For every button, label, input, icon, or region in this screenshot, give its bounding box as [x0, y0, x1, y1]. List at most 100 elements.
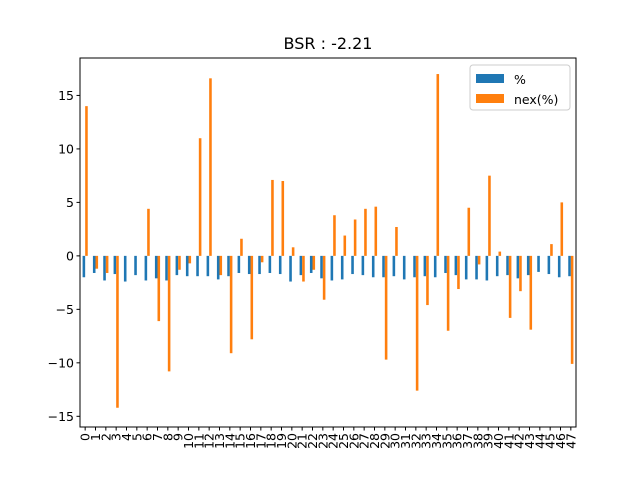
bar-nex-pct-30: [395, 226, 398, 256]
x-tick-label: 3: [109, 433, 124, 441]
bar-pct-9: [175, 255, 179, 276]
bar-pct-7: [154, 255, 158, 279]
y-tick-label: −10: [48, 355, 74, 370]
x-tick-label: 9: [171, 433, 186, 441]
bar-pct-13: [216, 255, 220, 280]
bar-pct-20: [289, 255, 292, 282]
y-tick-label: −15: [48, 409, 74, 424]
bar-nex-pct-40: [498, 251, 502, 256]
bar-pct-46: [557, 255, 561, 278]
bar-nex-pct-32: [415, 255, 419, 391]
bar-nex-pct-11: [198, 138, 202, 256]
y-tick-label: 0: [66, 248, 74, 263]
bar-pct-19: [278, 255, 282, 275]
bar-pct-40: [495, 255, 499, 277]
bar-nex-pct-41: [508, 255, 512, 318]
bar-nex-pct-37: [467, 207, 471, 256]
bar-nex-pct-28: [374, 206, 378, 256]
legend-label-pct: %: [514, 72, 526, 87]
bar-nex-pct-3: [116, 255, 119, 408]
bar-nex-pct-8: [167, 255, 171, 372]
x-tick-label: 31: [398, 433, 413, 449]
bar-nex-pct-18: [271, 179, 274, 256]
bar-pct-12: [206, 255, 210, 277]
chart-title: BSR : -2.21: [284, 34, 373, 53]
x-tick-label: 15: [233, 433, 248, 449]
bar-pct-35: [444, 255, 447, 273]
bar-nex-pct-15: [240, 238, 243, 256]
bar-pct-6: [144, 255, 148, 281]
bar-nex-pct-19: [281, 181, 285, 256]
bar-nex-pct-29: [384, 255, 388, 360]
bar-pct-21: [299, 255, 303, 276]
bar-nex-pct-24: [333, 215, 336, 256]
legend-swatch-pct: [476, 74, 504, 83]
x-tick-label: 0: [78, 433, 93, 441]
bar-nex-pct-42: [519, 255, 522, 292]
bar-nex-pct-13: [219, 255, 223, 276]
bar-pct-27: [361, 255, 365, 276]
bar-pct-17: [258, 255, 261, 275]
x-tick-label: 22: [305, 433, 320, 449]
x-tick-label: 20: [284, 433, 299, 449]
bars-layer: [82, 74, 574, 408]
x-tick-label: 42: [512, 433, 527, 449]
bar-pct-43: [526, 255, 530, 276]
x-tick-label: 30: [388, 433, 403, 449]
x-tick-label: 41: [501, 433, 516, 449]
bar-pct-18: [268, 255, 272, 273]
bar-nex-pct-27: [364, 208, 367, 256]
bar-pct-10: [185, 255, 189, 277]
bar-pct-26: [351, 255, 354, 275]
bar-pct-37: [464, 255, 468, 280]
bar-pct-16: [247, 255, 251, 275]
x-tick-label: 45: [543, 433, 558, 449]
bar-nex-pct-0: [85, 106, 88, 256]
bar-pct-3: [113, 255, 117, 275]
bar-nex-pct-21: [302, 255, 305, 282]
bar-pct-30: [392, 255, 396, 277]
y-tick-label: 5: [66, 195, 74, 210]
bar-pct-25: [340, 255, 344, 280]
x-tick-label: 39: [481, 433, 496, 449]
bar-pct-22: [309, 255, 313, 273]
bar-pct-8: [165, 255, 168, 281]
x-tick-label: 25: [336, 433, 351, 449]
bar-pct-45: [547, 255, 551, 275]
bar-nex-pct-33: [426, 255, 429, 306]
bar-nex-pct-22: [312, 255, 316, 270]
y-tick-label: 10: [58, 141, 74, 156]
bar-nex-pct-38: [477, 255, 481, 265]
bar-pct-5: [134, 255, 137, 276]
x-tick-label: 40: [491, 433, 506, 449]
x-tick-label: 6: [140, 433, 155, 441]
bar-nex-pct-34: [436, 74, 440, 256]
x-tick-label: 16: [243, 433, 258, 449]
bar-nex-pct-43: [529, 255, 533, 330]
bar-nex-pct-25: [343, 235, 347, 256]
bar-pct-41: [506, 255, 509, 276]
bar-pct-42: [516, 255, 520, 279]
x-tick-label: 19: [274, 433, 289, 449]
bar-nex-pct-7: [157, 255, 161, 322]
x-tick-label: 13: [212, 433, 227, 449]
bar-pct-31: [402, 255, 406, 280]
bar-pct-29: [382, 255, 385, 278]
x-tick-label: 17: [253, 433, 268, 449]
x-tick-label: 12: [202, 433, 217, 449]
bar-nex-pct-36: [457, 255, 460, 290]
axes-layer: −15−10−505101501234567891011121314151617…: [48, 57, 578, 449]
x-tick-label: 26: [346, 433, 361, 449]
bar-nex-pct-39: [488, 175, 491, 256]
x-tick-label: 29: [377, 433, 392, 449]
bar-pct-32: [413, 255, 416, 278]
x-tick-label: 35: [439, 433, 454, 449]
x-tick-label: 32: [408, 433, 423, 449]
bar-nex-pct-9: [178, 255, 181, 270]
x-tick-label: 23: [315, 433, 330, 449]
bar-pct-38: [475, 255, 478, 280]
y-tick-label: −5: [56, 302, 74, 317]
bar-nex-pct-26: [353, 219, 357, 256]
x-tick-label: 38: [470, 433, 485, 449]
x-tick-label: 10: [181, 433, 196, 449]
